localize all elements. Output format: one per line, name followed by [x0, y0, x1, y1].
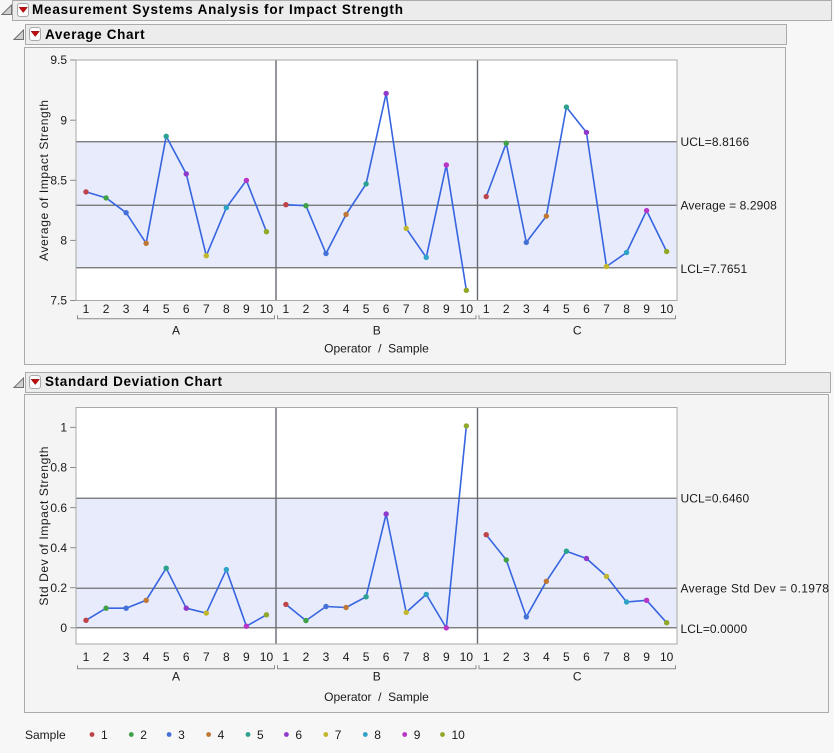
svg-text:8: 8 — [223, 302, 230, 316]
svg-text:UCL=0.6460: UCL=0.6460 — [681, 492, 750, 506]
svg-text:2: 2 — [303, 650, 310, 664]
svg-text:8: 8 — [374, 728, 381, 742]
svg-text:8.5: 8.5 — [50, 174, 67, 188]
svg-text:7: 7 — [203, 302, 210, 316]
svg-text:9: 9 — [643, 302, 650, 316]
svg-text:5: 5 — [363, 650, 370, 664]
svg-text:LCL=0.0000: LCL=0.0000 — [681, 622, 748, 636]
svg-text:8: 8 — [623, 650, 630, 664]
svg-text:B: B — [373, 324, 381, 338]
svg-text:9: 9 — [414, 728, 421, 742]
svg-text:1: 1 — [283, 302, 290, 316]
svg-text:5: 5 — [163, 650, 170, 664]
svg-text:6: 6 — [583, 650, 590, 664]
svg-text:10: 10 — [460, 302, 474, 316]
svg-text:0.4: 0.4 — [50, 541, 67, 555]
svg-text:9: 9 — [443, 650, 450, 664]
svg-text:7: 7 — [203, 650, 210, 664]
svg-text:UCL=8.8166: UCL=8.8166 — [681, 135, 750, 149]
svg-text:6: 6 — [183, 650, 190, 664]
svg-text:0.2: 0.2 — [50, 581, 67, 595]
svg-text:B: B — [373, 670, 381, 684]
svg-text:0.8: 0.8 — [50, 461, 67, 475]
svg-text:9: 9 — [243, 650, 250, 664]
svg-text:4: 4 — [543, 302, 550, 316]
svg-text:4: 4 — [343, 302, 350, 316]
svg-text:8: 8 — [60, 234, 67, 248]
svg-text:9: 9 — [243, 302, 250, 316]
svg-text:3: 3 — [523, 650, 530, 664]
svg-text:Sample: Sample — [25, 728, 66, 742]
svg-text:10: 10 — [260, 302, 274, 316]
svg-text:5: 5 — [563, 302, 570, 316]
svg-text:2: 2 — [103, 302, 110, 316]
svg-text:1: 1 — [83, 650, 90, 664]
svg-text:6: 6 — [383, 650, 390, 664]
svg-text:2: 2 — [503, 650, 510, 664]
svg-text:7.5: 7.5 — [50, 294, 67, 308]
svg-text:1: 1 — [283, 650, 290, 664]
svg-text:7: 7 — [603, 650, 610, 664]
svg-text:5: 5 — [563, 650, 570, 664]
svg-text:8: 8 — [223, 650, 230, 664]
svg-text:3: 3 — [178, 728, 185, 742]
svg-text:7: 7 — [335, 728, 342, 742]
svg-text:1: 1 — [83, 302, 90, 316]
svg-text:7: 7 — [603, 302, 610, 316]
svg-text:10: 10 — [452, 728, 466, 742]
svg-text:4: 4 — [343, 650, 350, 664]
svg-text:5: 5 — [363, 302, 370, 316]
svg-text:4: 4 — [218, 728, 225, 742]
svg-text:8: 8 — [623, 302, 630, 316]
svg-text:A: A — [172, 324, 180, 338]
svg-text:6: 6 — [183, 302, 190, 316]
svg-text:6: 6 — [583, 302, 590, 316]
svg-text:4: 4 — [543, 650, 550, 664]
svg-text:2: 2 — [103, 650, 110, 664]
svg-text:Operator / Sample: Operator / Sample — [324, 342, 429, 356]
svg-text:10: 10 — [660, 650, 674, 664]
svg-text:Average of Impact Strength: Average of Impact Strength — [37, 99, 51, 260]
svg-text:0.6: 0.6 — [50, 501, 67, 515]
svg-text:2: 2 — [140, 728, 147, 742]
svg-text:7: 7 — [403, 302, 410, 316]
svg-text:Std Dev of Impact Strength: Std Dev of Impact Strength — [37, 446, 51, 606]
svg-text:1: 1 — [483, 650, 490, 664]
svg-text:Average = 8.2908: Average = 8.2908 — [681, 198, 778, 212]
svg-text:4: 4 — [143, 302, 150, 316]
svg-text:3: 3 — [323, 650, 330, 664]
svg-text:1: 1 — [483, 302, 490, 316]
svg-text:9: 9 — [443, 302, 450, 316]
svg-text:3: 3 — [523, 302, 530, 316]
svg-text:6: 6 — [295, 728, 302, 742]
svg-text:9: 9 — [643, 650, 650, 664]
svg-text:A: A — [172, 670, 180, 684]
svg-text:3: 3 — [123, 302, 130, 316]
svg-text:Average Std Dev = 0.1978: Average Std Dev = 0.1978 — [681, 581, 830, 595]
svg-text:8: 8 — [423, 302, 430, 316]
svg-text:2: 2 — [303, 302, 310, 316]
svg-text:6: 6 — [383, 302, 390, 316]
svg-text:10: 10 — [660, 302, 674, 316]
svg-text:3: 3 — [123, 650, 130, 664]
svg-text:7: 7 — [403, 650, 410, 664]
svg-text:5: 5 — [163, 302, 170, 316]
svg-text:10: 10 — [460, 650, 474, 664]
svg-text:9.5: 9.5 — [50, 53, 67, 67]
svg-text:1: 1 — [101, 728, 108, 742]
svg-text:0: 0 — [60, 621, 67, 635]
svg-text:LCL=7.7651: LCL=7.7651 — [681, 262, 748, 276]
svg-text:C: C — [573, 324, 582, 338]
svg-text:5: 5 — [257, 728, 264, 742]
svg-text:4: 4 — [143, 650, 150, 664]
svg-text:10: 10 — [260, 650, 274, 664]
svg-text:3: 3 — [323, 302, 330, 316]
svg-text:Operator / Sample: Operator / Sample — [324, 690, 429, 704]
svg-text:8: 8 — [423, 650, 430, 664]
svg-text:1: 1 — [60, 421, 67, 435]
svg-text:C: C — [573, 670, 582, 684]
svg-text:2: 2 — [503, 302, 510, 316]
svg-text:9: 9 — [60, 113, 67, 127]
